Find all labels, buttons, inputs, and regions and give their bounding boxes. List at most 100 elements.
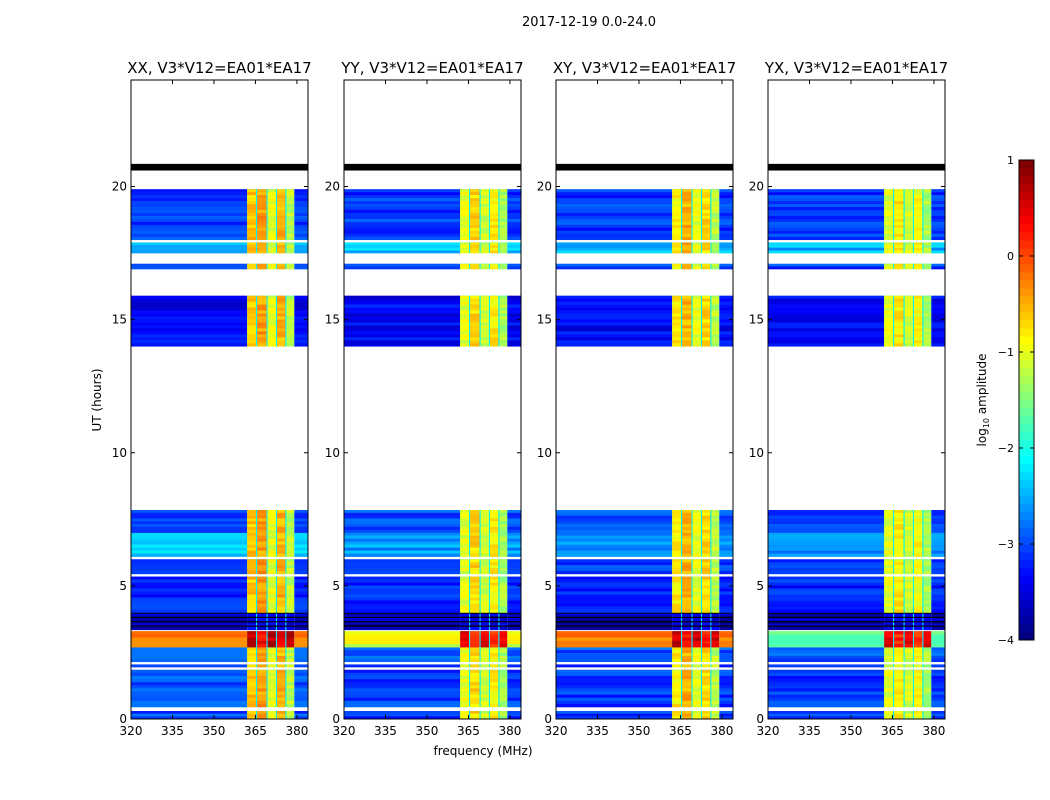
heat-cell: [719, 650, 733, 654]
flag-line: [344, 625, 521, 627]
heat-cell: [507, 626, 521, 631]
rfi-cell: [499, 650, 508, 654]
rfi-cell: [672, 568, 682, 572]
rfi-cell: [884, 618, 894, 622]
rfi-cell: [682, 544, 692, 548]
rfi-cell: [672, 703, 682, 708]
rfi-cell: [499, 682, 508, 686]
rfi-cell: [286, 319, 295, 323]
rfi-cell: [267, 340, 276, 344]
heat-cell: [131, 221, 248, 226]
rfi-cell: [499, 703, 508, 708]
heat-cell: [556, 236, 673, 241]
rfi-cell: [702, 340, 711, 344]
data-segment: [131, 647, 308, 663]
heat-cell: [131, 532, 248, 536]
rfi-cell: [923, 669, 932, 674]
rfi-cell: [914, 322, 923, 326]
rfi-cell: [672, 682, 682, 686]
rfi-cell: [914, 298, 923, 302]
rfi-cell: [499, 212, 508, 217]
rfi-cell: [692, 242, 701, 246]
heat-cell: [507, 550, 521, 554]
rfi-cell: [884, 518, 894, 522]
rfi-cell: [692, 603, 701, 607]
rfi-cell: [702, 547, 711, 551]
rfi-cell: [702, 301, 711, 305]
rfi-cell: [277, 579, 286, 583]
rfi-cell: [257, 207, 267, 211]
rfi-cell: [470, 640, 480, 645]
rfi-cell: [286, 512, 295, 516]
rfi-cell: [711, 322, 720, 326]
rfi-cell: [480, 515, 489, 519]
rfi-cell: [702, 263, 711, 267]
heat-cell: [768, 621, 885, 625]
rfi-cell: [904, 621, 913, 625]
rfi-cell: [692, 343, 701, 347]
heat-cell: [768, 637, 885, 642]
rfi-cell: [672, 532, 682, 536]
heat-cell: [131, 679, 248, 683]
rfi-cell: [277, 307, 286, 311]
rfi-cell: [257, 582, 267, 586]
heat-cell: [556, 669, 673, 674]
heat-cell: [131, 209, 248, 214]
colorbar-swatch: [1019, 560, 1034, 569]
rfi-cell: [257, 204, 267, 208]
heat-cell: [719, 568, 733, 572]
rfi-cell: [499, 295, 508, 299]
rfi-cell: [923, 192, 932, 196]
rfi-cell: [267, 535, 276, 539]
rfi-cell: [711, 570, 720, 575]
rfi-cell: [672, 192, 682, 196]
rfi-cell: [711, 672, 720, 677]
rfi-cell: [884, 603, 894, 607]
rfi-cell: [499, 304, 508, 308]
rfi-cell: [247, 328, 257, 332]
rfi-cell: [702, 582, 711, 586]
heat-cell: [131, 301, 248, 305]
rfi-cell: [711, 266, 720, 270]
heat-cell: [507, 328, 521, 332]
rfi-cell: [470, 322, 480, 326]
colorbar-swatch: [1019, 480, 1034, 489]
heat-cell: [556, 218, 673, 223]
rfi-cell: [247, 331, 257, 335]
rfi-cell: [277, 565, 286, 569]
heat-cell: [768, 526, 885, 531]
rfi-cell: [286, 694, 295, 698]
data-segment: [768, 532, 945, 557]
rfi-cell: [470, 637, 480, 642]
data-segment: [768, 559, 945, 575]
rfi-cell: [267, 679, 276, 683]
rfi-cell: [470, 521, 480, 525]
rfi-cell: [672, 650, 682, 654]
panel-frame: [767, 79, 946, 720]
rfi-cell: [923, 313, 932, 317]
rfi-cell: [286, 679, 295, 683]
rfi-cell: [914, 713, 923, 717]
rfi-cell: [460, 250, 470, 254]
heat-cell: [294, 227, 308, 232]
heat-cell: [507, 612, 521, 616]
rfi-cell: [692, 576, 701, 580]
rfi-cell: [286, 541, 295, 545]
rfi-cell: [914, 215, 923, 220]
rfi-cell: [247, 609, 257, 613]
heat-cell: [719, 198, 733, 202]
rfi-cell: [692, 588, 701, 592]
rfi-cell: [672, 594, 682, 598]
heat-cell: [931, 672, 945, 677]
rfi-cell: [672, 664, 682, 668]
heat-cell: [719, 669, 733, 674]
rfi-cell: [904, 655, 913, 660]
colorbar-swatch: [1019, 184, 1034, 193]
rfi-cell: [277, 682, 286, 686]
rfi-cell: [914, 515, 923, 519]
rfi-cell: [914, 245, 923, 249]
heat-cell: [768, 304, 885, 308]
rfi-cell: [914, 700, 923, 705]
heat-cell: [931, 606, 945, 610]
rfi-cell: [914, 529, 923, 533]
